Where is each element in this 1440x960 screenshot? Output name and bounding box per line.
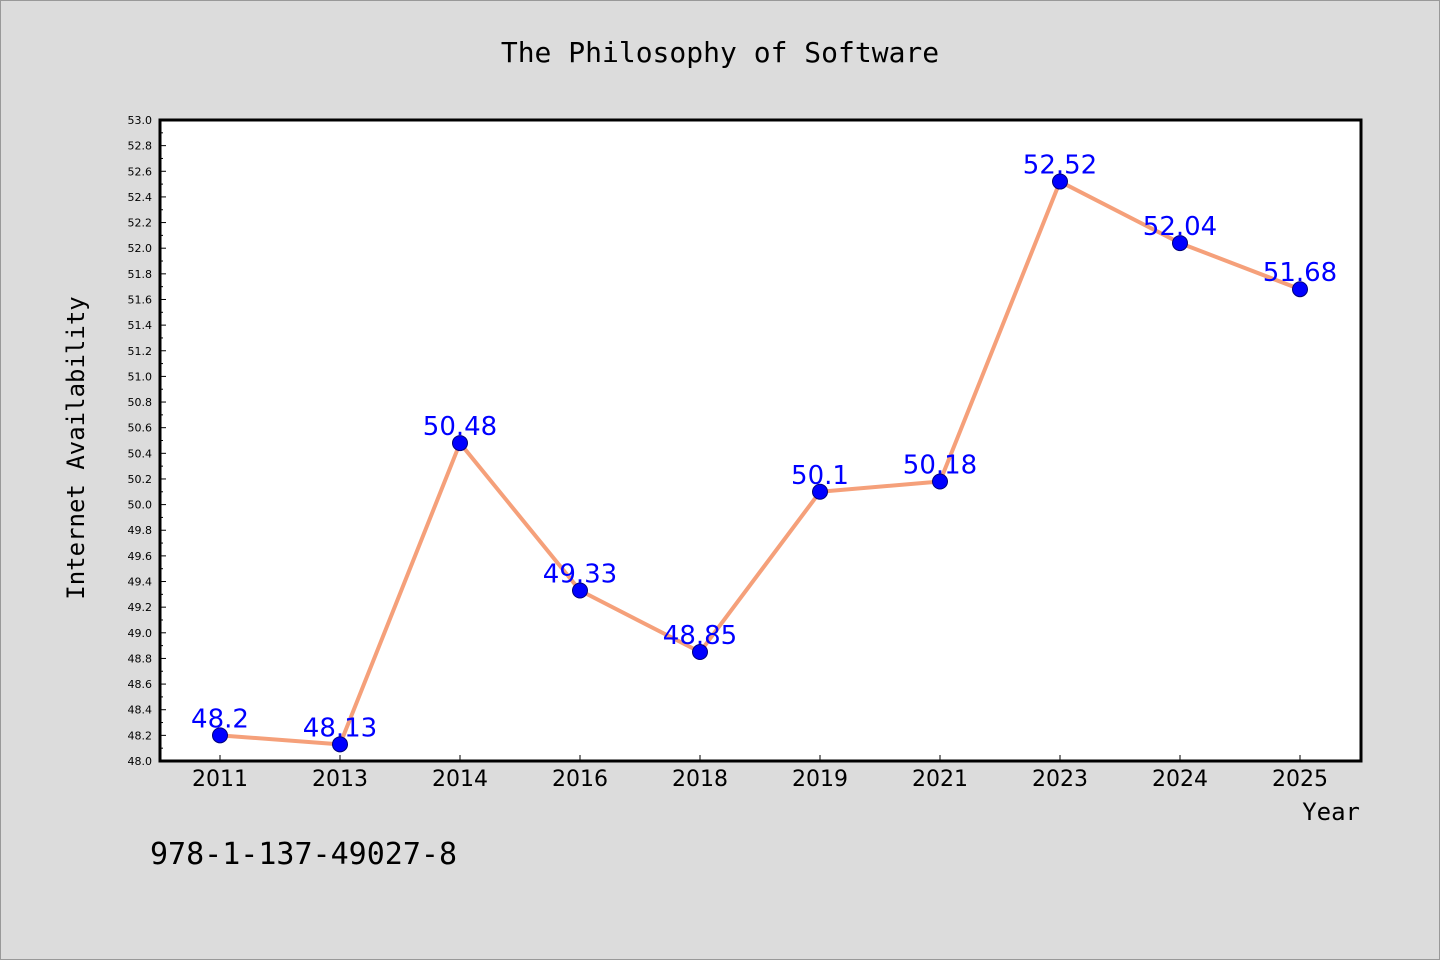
data-point — [572, 582, 588, 599]
series-line — [219, 179, 1301, 747]
data-label: 48.85 — [663, 621, 737, 651]
x-tick-label: 2014 — [432, 767, 488, 792]
y-axis: 48.0 48.2 48.4 48.6 48.8 49.0 49.2 49.4 49.6 49.8… — [128, 114, 166, 768]
series-line-group — [219, 179, 1301, 747]
y-tick-label: 49.8 — [128, 524, 153, 537]
data-point — [212, 727, 228, 744]
isbn-annotation: 978-1-137-49027-8 — [150, 837, 457, 872]
x-tick-label: 2016 — [552, 767, 608, 792]
data-label: 52.04 — [1143, 212, 1217, 242]
x-tick-label: 2019 — [792, 767, 848, 792]
x-tick-label: 2013 — [312, 767, 368, 792]
y-tick-label: 49.6 — [128, 550, 153, 563]
y-tick-label: 51.0 — [128, 370, 153, 383]
data-label: 48.13 — [303, 713, 377, 743]
data-label: 51.68 — [1263, 258, 1337, 288]
data-label: 50.1 — [791, 461, 849, 491]
x-tick-label: 2018 — [672, 767, 728, 792]
data-point — [812, 483, 828, 500]
x-axis: 2011 2013 2014 2016 2018 2019 2021 2023 2024 2025 — [192, 755, 1328, 792]
y-tick-label: 48.4 — [128, 704, 153, 717]
plot-area — [158, 118, 1363, 763]
y-tick-label: 49.2 — [128, 601, 153, 614]
data-point — [452, 435, 468, 452]
data-point — [692, 644, 708, 661]
y-tick-label: 51.4 — [128, 319, 153, 332]
y-tick-label: 52.4 — [128, 191, 153, 204]
y-tick-label: 51.8 — [128, 268, 153, 281]
data-point — [1052, 173, 1068, 190]
y-tick-label: 48.0 — [128, 755, 153, 768]
x-axis-label: Year — [1302, 798, 1360, 826]
series-markers-group — [212, 173, 1308, 753]
y-tick-label: 50.0 — [128, 499, 153, 512]
data-point — [932, 473, 948, 490]
data-point — [332, 736, 348, 753]
y-tick-label: 48.2 — [128, 729, 153, 742]
y-tick-label: 52.8 — [128, 140, 153, 153]
y-axis-label: Internet Availability — [62, 296, 90, 599]
x-tick-label: 2021 — [912, 767, 968, 792]
y-tick-label: 49.4 — [128, 576, 153, 589]
x-tick-label: 2025 — [1272, 767, 1328, 792]
data-label: 50.48 — [423, 412, 497, 442]
y-tick-label: 53.0 — [128, 114, 153, 127]
y-tick-label: 49.0 — [128, 627, 153, 640]
y-tick-label: 52.2 — [128, 217, 153, 230]
y-tick-label: 50.6 — [128, 422, 153, 435]
y-tick-label: 52.6 — [128, 165, 153, 178]
data-point — [1172, 235, 1188, 252]
y-tick-label: 48.8 — [128, 652, 153, 665]
data-label: 52.52 — [1023, 151, 1097, 181]
y-tick-label: 51.2 — [128, 345, 153, 358]
y-tick-label: 51.6 — [128, 293, 153, 306]
data-label: 49.33 — [543, 559, 617, 589]
data-label: 50.18 — [903, 451, 977, 481]
y-tick-label: 50.8 — [128, 396, 153, 409]
y-tick-label: 50.2 — [128, 473, 153, 486]
y-tick-label: 50.4 — [128, 447, 153, 460]
data-point — [1292, 281, 1308, 298]
y-tick-label: 52.0 — [128, 242, 153, 255]
data-labels-group: 48.2 48.13 50.48 49.33 48.85 50.1 50.18 52.52 52… — [191, 151, 1337, 744]
y-tick-label: 48.6 — [128, 678, 153, 691]
chart-title: The Philosophy of Software — [501, 36, 939, 69]
x-tick-label: 2024 — [1152, 767, 1208, 792]
x-tick-label: 2023 — [1032, 767, 1088, 792]
data-label: 48.2 — [191, 704, 249, 734]
x-tick-label: 2011 — [192, 767, 248, 792]
